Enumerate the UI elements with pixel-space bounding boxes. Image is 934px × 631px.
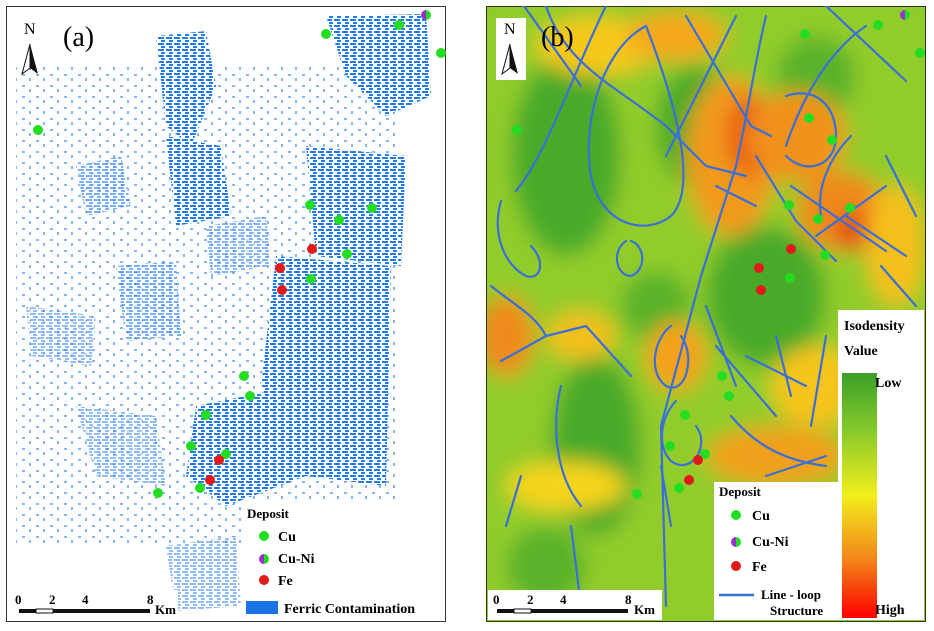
- legend-fe: Fe: [278, 574, 293, 589]
- panel-label: (b): [541, 22, 574, 53]
- scale-tick-8: 8: [147, 592, 154, 607]
- cu-deposit: [239, 371, 249, 381]
- map-panel-a: N (a): [6, 6, 446, 622]
- legend: Deposit Cu Cu-Ni Fe Ferric Contamination: [242, 502, 442, 618]
- cu-deposit: [717, 371, 727, 381]
- fe-deposit: [684, 475, 694, 485]
- scale-bar: 0 2 4 8 Km: [10, 590, 178, 620]
- legend-cu-ni: Cu-Ni: [278, 552, 315, 567]
- cu-deposit: [436, 48, 446, 58]
- cu-deposit: [321, 29, 331, 39]
- cu-deposit: [512, 125, 522, 135]
- color-ramp: [842, 373, 877, 618]
- legend-title: Deposit: [247, 506, 290, 521]
- isodensity-subtitle: Value: [844, 344, 878, 359]
- panel-label: (a): [63, 22, 94, 53]
- scale-tick-8: 8: [625, 592, 632, 607]
- north-label: N: [504, 21, 516, 38]
- line-loop-structures: [489, 6, 918, 608]
- legend-structure-2: Structure: [770, 603, 823, 618]
- cu-deposit: [813, 214, 823, 224]
- legend-title: Deposit: [719, 484, 762, 499]
- cu-deposit: [33, 125, 43, 135]
- scale-tick-2: 2: [527, 592, 534, 607]
- scale-unit: Km: [634, 602, 655, 617]
- fe-deposit: [754, 263, 764, 273]
- cu-deposit: [394, 20, 404, 30]
- scale-tick-0: 0: [493, 592, 500, 607]
- cu-deposit: [186, 441, 196, 451]
- cu-deposit: [245, 391, 255, 401]
- scale-tick-4: 4: [82, 592, 89, 607]
- cu-deposit: [680, 410, 690, 420]
- cu-ni-deposit: [900, 10, 910, 20]
- cu-deposit: [827, 135, 837, 145]
- legend-cu: Cu: [752, 509, 770, 524]
- deposit-markers: [33, 10, 446, 498]
- isodensity-title: Isodensity: [844, 319, 905, 334]
- cu-ni-legend-icon: [259, 554, 269, 564]
- north-arrow-icon: [21, 43, 38, 76]
- scale-tick-2: 2: [49, 592, 56, 607]
- deposit-markers: [512, 10, 925, 499]
- cu-ni-deposit: [421, 10, 431, 20]
- ferric-contamination-area: [16, 14, 431, 611]
- cu-deposit: [665, 441, 675, 451]
- legend-cu: Cu: [278, 530, 296, 545]
- ferric-legend-swatch: [246, 601, 278, 614]
- cu-deposit: [195, 483, 205, 493]
- cu-deposit: [845, 203, 855, 213]
- isodensity-legend: Isodensity Value Low High: [838, 310, 924, 620]
- cu-deposit: [915, 48, 925, 58]
- cu-deposit: [334, 215, 344, 225]
- cu-deposit: [342, 249, 352, 259]
- north-label: N: [24, 21, 36, 38]
- cu-deposit: [820, 250, 830, 260]
- cu-deposit: [804, 113, 814, 123]
- cu-deposit: [305, 200, 315, 210]
- cu-deposit: [785, 273, 795, 283]
- legend-ferric: Ferric Contamination: [284, 602, 415, 617]
- fe-deposit: [693, 455, 703, 465]
- cu-deposit: [221, 449, 231, 459]
- cu-deposit: [873, 20, 883, 30]
- scale-bar: 0 2 4 8 Km: [488, 590, 662, 620]
- ramp-high-label: High: [875, 603, 905, 618]
- cu-deposit: [367, 203, 377, 213]
- fe-deposit: [275, 263, 285, 273]
- fe-legend-icon: [731, 561, 741, 571]
- cu-deposit: [306, 274, 316, 284]
- scale-unit: Km: [155, 602, 176, 617]
- cu-deposit: [153, 488, 163, 498]
- cu-legend-icon: [731, 510, 741, 520]
- legend-cu-ni: Cu-Ni: [752, 535, 789, 550]
- legend-fe: Fe: [752, 560, 767, 575]
- north-arrow-icon: [496, 18, 526, 80]
- fe-deposit: [277, 285, 287, 295]
- ferric-contamination-map: N (a): [6, 6, 446, 622]
- fe-legend-icon: [259, 575, 269, 585]
- scale-tick-4: 4: [560, 592, 567, 607]
- fe-deposit: [786, 244, 796, 254]
- cu-deposit: [201, 410, 211, 420]
- isodensity-map: N (b) Isodensity Value Low High Deposit …: [486, 6, 926, 622]
- legend-structure-1: Line - loop: [761, 587, 821, 602]
- legend: Deposit Cu Cu-Ni Fe Line - loop Structur…: [714, 482, 838, 620]
- fe-deposit: [307, 244, 317, 254]
- cu-deposit: [784, 200, 794, 210]
- cu-deposit: [700, 449, 710, 459]
- fe-deposit: [205, 475, 215, 485]
- map-panel-b: N (b) Isodensity Value Low High Deposit …: [486, 6, 926, 622]
- cu-ni-legend-icon: [731, 537, 741, 547]
- ramp-low-label: Low: [875, 376, 902, 391]
- fe-deposit: [214, 455, 224, 465]
- cu-legend-icon: [259, 531, 269, 541]
- scale-tick-0: 0: [15, 592, 22, 607]
- fe-deposit: [756, 285, 766, 295]
- cu-deposit: [800, 29, 810, 39]
- cu-deposit: [724, 391, 734, 401]
- cu-deposit: [674, 483, 684, 493]
- cu-deposit: [632, 489, 642, 499]
